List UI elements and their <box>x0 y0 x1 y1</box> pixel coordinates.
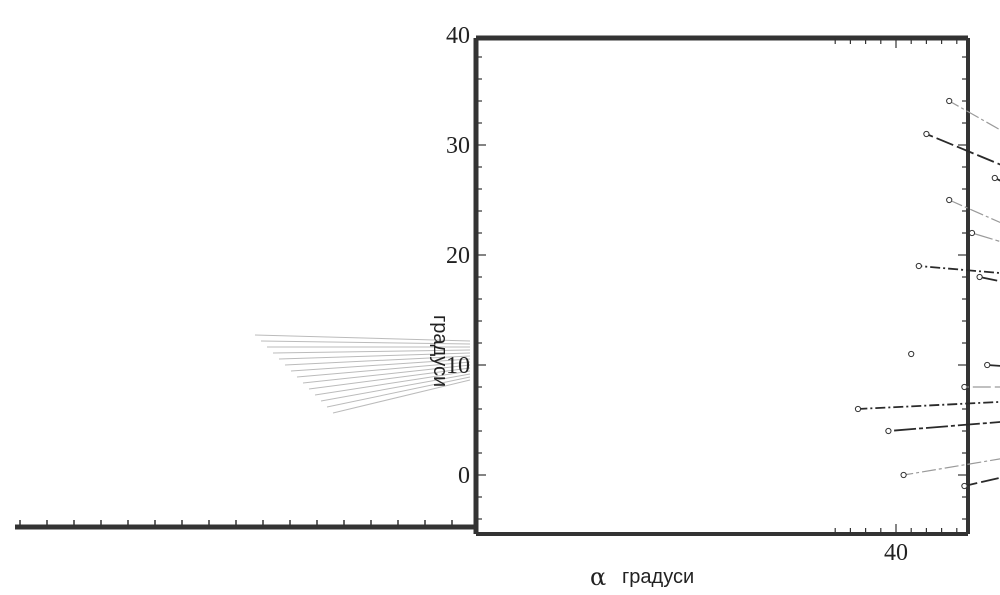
convergence-line <box>314 370 471 396</box>
x-axis-symbol: α <box>590 563 606 591</box>
trail-endpoint <box>961 482 968 490</box>
meteor-trail <box>926 133 1000 166</box>
trail-endpoint <box>984 361 991 369</box>
trail-endpoint <box>946 97 953 105</box>
x-tick-label: 40 <box>884 540 908 566</box>
y-tick-label: 20 <box>446 243 470 269</box>
convergence-line <box>278 352 471 360</box>
y-tick-label: 10 <box>446 353 470 379</box>
meteor-trail <box>903 458 1000 476</box>
trail-endpoint <box>915 262 922 270</box>
convergence-line <box>296 361 471 378</box>
trail-endpoint <box>885 427 892 435</box>
stray-point <box>908 350 915 358</box>
y-tick-label: 30 <box>446 133 470 159</box>
convergence-line <box>302 364 471 384</box>
meteor-trail <box>857 401 1000 410</box>
convergence-line <box>284 355 471 366</box>
trail-endpoint <box>976 273 983 281</box>
meteor-trail <box>979 276 1000 283</box>
x-axis-title: градуси <box>622 566 694 588</box>
convergence-line <box>290 358 471 372</box>
trail-endpoint <box>854 405 862 413</box>
trail-endpoint <box>946 196 953 204</box>
convergence-line <box>326 376 471 408</box>
trail-endpoint <box>961 383 968 391</box>
meteor-trail <box>987 364 1000 367</box>
convergence-line <box>254 334 471 342</box>
convergence-line <box>320 373 471 402</box>
plot-frame-layer <box>15 35 970 536</box>
meteor-trail <box>994 177 1000 182</box>
convergence-line <box>332 379 471 414</box>
convergence-line <box>308 367 471 390</box>
trail-endpoint <box>900 471 907 479</box>
y-tick-label: 0 <box>458 463 470 489</box>
y-tick-label: 40 <box>446 23 470 49</box>
meteor-trail <box>918 265 1000 274</box>
trail-endpoint <box>923 130 930 138</box>
trail-endpoint <box>968 229 976 237</box>
convergence-line <box>260 340 471 345</box>
y-axis-title: градуси <box>429 315 451 387</box>
meteor-trail <box>948 199 1000 224</box>
trail-endpoint <box>991 174 998 182</box>
convergence-line <box>272 349 471 354</box>
tick-labels-layer: 806040010203040 <box>446 23 908 566</box>
meteor-trails-layer <box>254 97 1000 490</box>
meteor-trail <box>971 232 1000 243</box>
points-layer: 1245678910 <box>908 350 915 358</box>
